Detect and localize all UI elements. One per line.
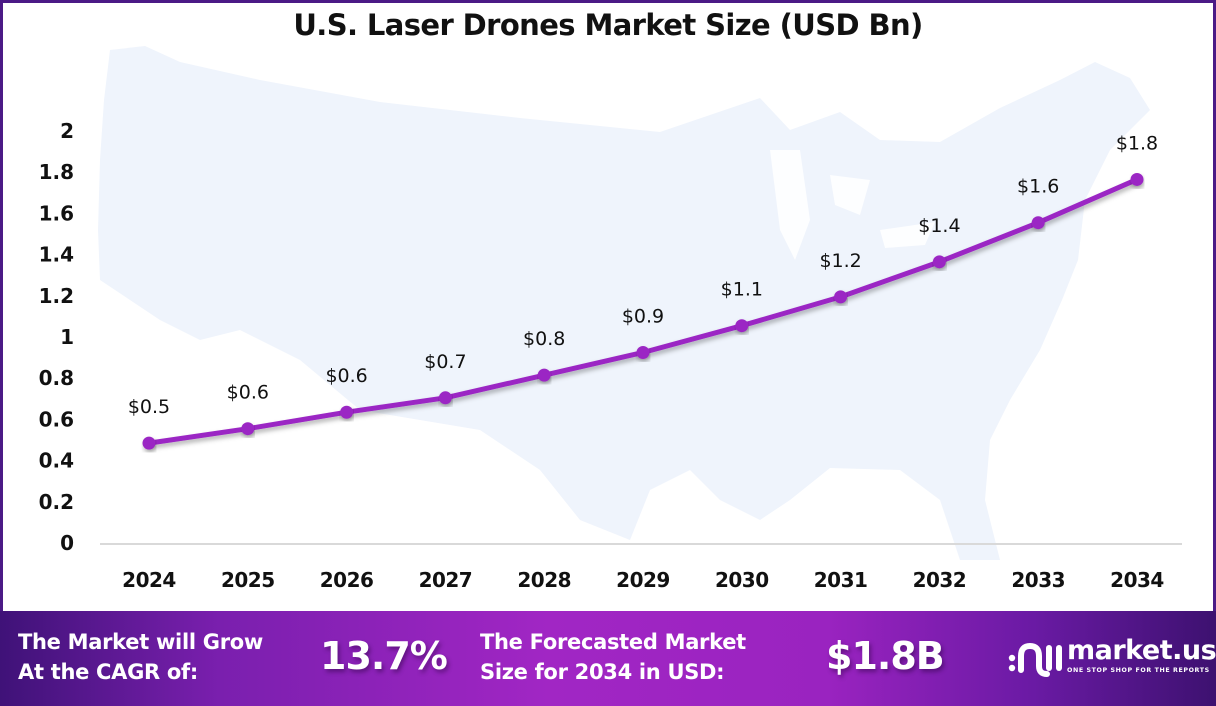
data-label: $0.9 [622, 305, 664, 327]
y-tick-label: 1.6 [39, 201, 74, 225]
y-tick-label: 1 [60, 325, 74, 349]
us-map-background [98, 46, 1150, 560]
great-lakes [770, 150, 935, 260]
data-point [537, 368, 551, 382]
x-tick-label: 2027 [419, 568, 473, 592]
x-tick-label: 2025 [221, 568, 275, 592]
y-tick-label: 1.4 [39, 243, 74, 267]
y-tick-label: 0.8 [39, 366, 74, 390]
y-tick-label: 0 [60, 531, 74, 555]
data-point [735, 319, 749, 333]
x-tick-label: 2030 [715, 568, 769, 592]
x-tick-label: 2028 [517, 568, 571, 592]
data-label: $1.1 [721, 279, 763, 301]
x-tick-label: 2032 [913, 568, 967, 592]
data-label: $1.6 [1017, 176, 1059, 198]
cagr-label: The Market will Grow At the CAGR of: [18, 627, 263, 687]
x-tick-label: 2026 [320, 568, 374, 592]
x-tick-label: 2024 [122, 568, 176, 592]
cagr-label-line1: The Market will Grow [18, 630, 263, 654]
brand-tagline: ONE STOP SHOP FOR THE REPORTS [1067, 667, 1210, 674]
x-tick-label: 2034 [1110, 568, 1164, 592]
market-us-logo-icon [1008, 642, 1062, 677]
cagr-label-line2: At the CAGR of: [18, 660, 198, 684]
forecast-label-line2: Size for 2034 in USD: [480, 660, 725, 684]
data-label: $1.4 [918, 215, 960, 237]
data-label: $0.6 [227, 382, 269, 404]
cagr-value: 13.7% [320, 634, 448, 678]
forecast-value: $1.8B [826, 634, 945, 678]
data-point [340, 405, 354, 419]
y-tick-label: 1.8 [39, 160, 74, 184]
data-label: $0.8 [523, 328, 565, 350]
data-point [1031, 216, 1045, 230]
y-tick-label: 0.2 [39, 490, 74, 514]
y-tick-label: 0.4 [39, 449, 74, 473]
forecast-label-line1: The Forecasted Market [480, 630, 746, 654]
brand-logo[interactable]: market.us ONE STOP SHOP FOR THE REPORTS [1005, 634, 1216, 684]
data-label: $1.2 [819, 250, 861, 272]
x-tick-label: 2033 [1011, 568, 1065, 592]
data-point [438, 391, 452, 405]
data-point [1130, 172, 1144, 186]
data-point [241, 422, 255, 436]
data-label: $1.8 [1116, 132, 1158, 154]
brand-name: market.us [1067, 635, 1216, 666]
data-label: $0.5 [128, 396, 170, 418]
x-tick-label: 2029 [616, 568, 670, 592]
data-point [142, 436, 156, 450]
data-label: $0.7 [424, 351, 466, 373]
data-point [932, 255, 946, 269]
y-tick-label: 1.2 [39, 284, 74, 308]
x-tick-label: 2031 [814, 568, 868, 592]
line-chart: 0 0.2 0.4 0.6 0.8 1 1.2 1.4 1.6 1.8 2 2024 2025 2026 2… [39, 46, 1182, 592]
data-point [636, 345, 650, 359]
forecast-label: The Forecasted Market Size for 2034 in U… [480, 627, 746, 687]
data-label: $0.6 [325, 365, 367, 387]
data-point [834, 290, 848, 304]
chart-title: U.S. Laser Drones Market Size (USD Bn) [293, 8, 923, 42]
y-tick-label: 2 [60, 119, 74, 143]
y-tick-label: 0.6 [39, 407, 74, 431]
